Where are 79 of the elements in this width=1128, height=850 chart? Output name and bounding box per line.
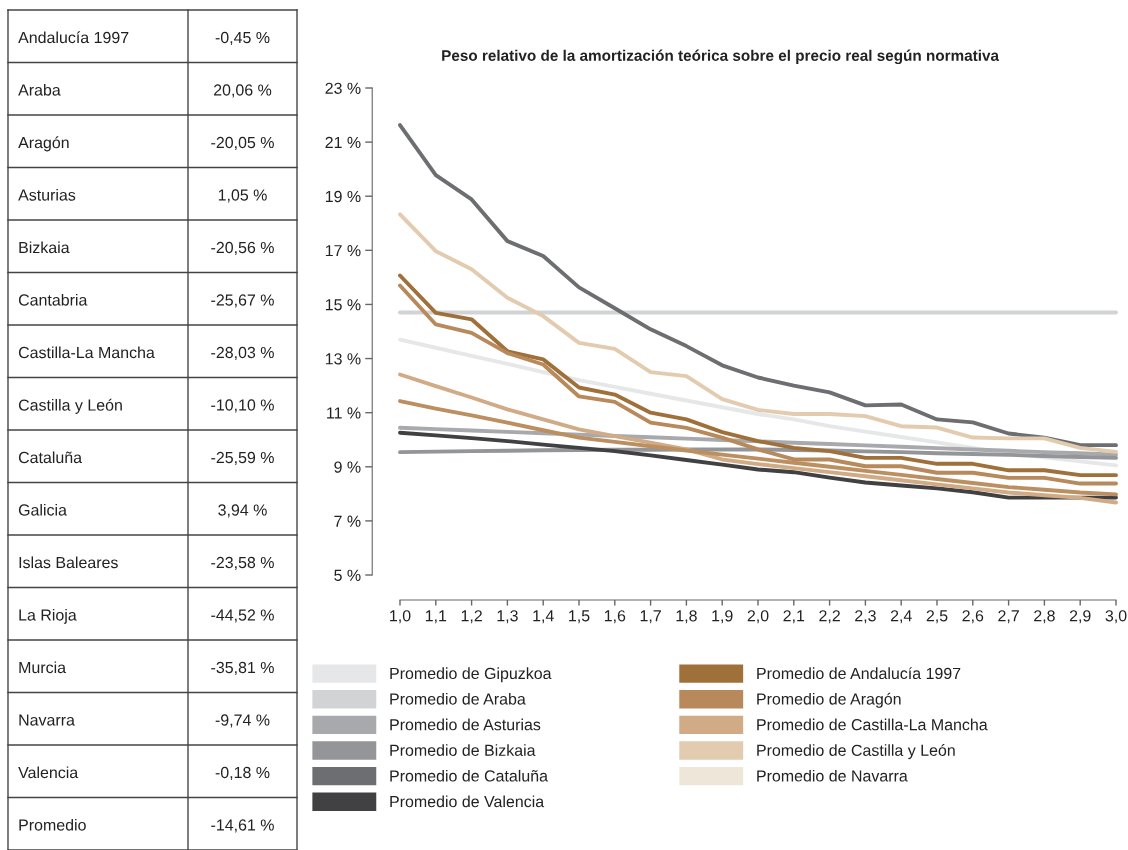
y-tick-label: 15 % [325, 299, 361, 311]
x-tick-label: 2,7 [998, 610, 1019, 624]
legend-label: Promedio de Castilla y León [757, 744, 955, 760]
category-label: Castilla-La Mancha [18, 346, 155, 359]
category-label: Cantabria [18, 293, 88, 306]
y-tick-label: 7 % [334, 515, 361, 527]
legend-label: Promedio de Araba [390, 692, 526, 705]
x-tick-label: 1,5 [569, 610, 590, 624]
chart-title: Peso relativo de la amortización teórica sobre el precio real según normativa [442, 49, 1000, 65]
x-tick-label: 2,2 [819, 610, 840, 624]
category-label: Galicia [18, 503, 67, 516]
text: -10,10 % [211, 399, 274, 413]
x-tick-label: 1,1 [425, 610, 447, 624]
text: 20,06 % [214, 84, 272, 98]
category-label: Bizkaia [19, 241, 70, 254]
y-tick-label: 23 % [325, 82, 361, 94]
x-tick-label: 1,6 [604, 610, 626, 624]
legend-label: Promedio de Aragón [757, 692, 901, 708]
legend-label: Promedio de Valencia [390, 795, 545, 808]
legend-label: Promedio de Castilla-La Mancha [757, 718, 988, 731]
y-tick-label: 13 % [325, 353, 361, 365]
text: -0,18 % [215, 766, 270, 781]
x-tick-label: 2,8 [1034, 610, 1055, 624]
y-tick-label: 19 % [325, 190, 361, 203]
y-tick-label: 11 % [327, 407, 361, 419]
legend-label: Promedio de Navarra [757, 769, 908, 782]
text: -23,58 % [211, 556, 274, 571]
line-series [398, 212, 1118, 454]
text: -20,05 % [211, 136, 274, 151]
category-label: Islas Baleares [19, 556, 118, 569]
text: -28,03 % [211, 346, 274, 361]
category-label: Cataluña [18, 451, 83, 464]
x-tick-label: 1,8 [676, 610, 697, 624]
text: 1,05 % [218, 189, 267, 203]
x-tick-label: 2,4 [890, 610, 912, 624]
x-tick-label: 2,5 [926, 610, 948, 624]
y-tick-label: 17 % [325, 245, 361, 257]
category-label: Asturias [18, 188, 76, 201]
category-label: Andalucía 1997 [18, 31, 129, 44]
category-label: Araba [18, 83, 61, 96]
legend-label: Promedio de Cataluña [390, 769, 548, 782]
x-tick-label: 1,0 [390, 610, 411, 624]
text: -25,67 % [211, 294, 274, 308]
category-label: Navarra [19, 714, 75, 726]
line-series [398, 430, 1118, 500]
legend-label: Promedio de Asturias [390, 718, 541, 731]
x-tick-label: 1,9 [712, 610, 733, 624]
category-label: Murcia [19, 661, 67, 674]
x-tick-label: 1,3 [497, 610, 518, 624]
x-tick-label: 2,0 [747, 610, 769, 624]
x-tick-label: 1,4 [533, 610, 554, 624]
x-tick-label: 2,3 [855, 610, 876, 624]
category-label: Castilla y León [18, 398, 122, 414]
text: -20,56 % [211, 241, 274, 256]
text: -0,45 % [215, 31, 270, 46]
x-tick-label: 2,6 [962, 610, 984, 624]
y-tick-label: 21 % [325, 136, 361, 148]
x-tick-label: 2,9 [1069, 610, 1091, 624]
x-tick-label: 2,1 [783, 610, 805, 624]
x-tick-label: 3,0 [1105, 610, 1127, 624]
legend-label: Promedio de Andalucía 1997 [757, 667, 961, 680]
category-label: Valencia [18, 766, 79, 779]
text: -25,59 % [211, 451, 274, 466]
legend-label: Promedio de Gipuzkoa [390, 667, 552, 683]
text: 3,94 % [218, 504, 267, 518]
y-tick-label: 9 % [334, 461, 361, 473]
line-series [398, 372, 1118, 505]
text: -14,61 % [211, 819, 274, 833]
text: -35,81 % [211, 661, 274, 676]
x-tick-label: 1,7 [640, 610, 661, 624]
line-series [398, 123, 1118, 448]
category-label: Aragón [18, 136, 69, 152]
x-tick-label: 1,2 [461, 610, 482, 624]
category-label: La Rioja [19, 608, 77, 624]
text: -9,74 % [215, 714, 270, 728]
category-label: Promedio [19, 818, 86, 831]
text: -44,52 % [211, 609, 274, 623]
legend-label: Promedio de Bizkaia [390, 744, 536, 756]
y-tick-label: 5 % [334, 569, 361, 581]
